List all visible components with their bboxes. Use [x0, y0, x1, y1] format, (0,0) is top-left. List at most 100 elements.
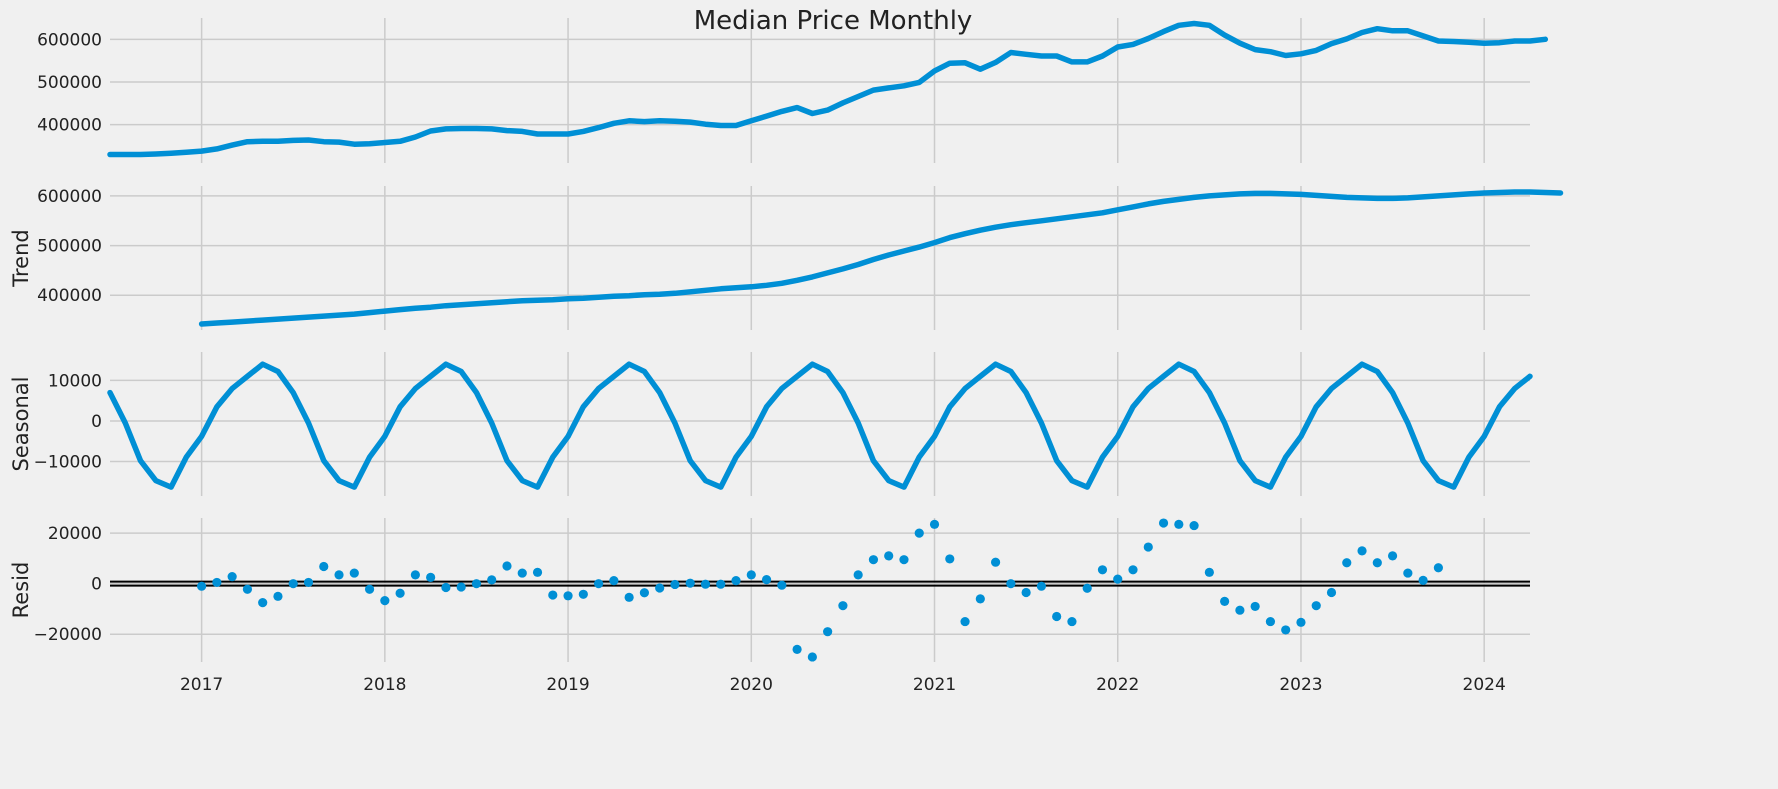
- resid-point: [594, 579, 604, 589]
- resid-point: [1052, 611, 1062, 622]
- series-line: [107, 20, 1549, 158]
- y-tick-label: 400000: [37, 286, 102, 306]
- resid-point: [1097, 565, 1108, 575]
- resid-point: [914, 528, 924, 538]
- resid-point: [303, 577, 314, 588]
- resid-point: [487, 575, 497, 585]
- y-tick-label: 600000: [37, 187, 102, 207]
- resid-point: [990, 557, 1001, 567]
- resid-point: [410, 570, 420, 580]
- resid-point: [364, 584, 375, 594]
- resid-point: [868, 555, 879, 565]
- resid-point: [1189, 520, 1199, 531]
- resid-point: [441, 582, 451, 593]
- resid-point: [1113, 574, 1123, 584]
- resid-point: [655, 583, 665, 593]
- resid-point: [273, 591, 283, 601]
- y-tick-label: 500000: [37, 237, 102, 257]
- resid-point: [1372, 558, 1382, 568]
- y-tick-label: −20000: [34, 625, 102, 645]
- y-axis-label: Seasonal: [9, 377, 33, 472]
- resid-point: [1342, 558, 1352, 568]
- y-tick-label: 20000: [48, 524, 102, 544]
- resid-point: [517, 568, 527, 578]
- resid-point: [471, 579, 482, 589]
- resid-point: [945, 554, 955, 564]
- resid-point: [746, 570, 756, 580]
- resid-point: [319, 561, 329, 572]
- resid-point: [807, 652, 817, 662]
- resid-point: [1387, 551, 1398, 561]
- resid-point: [853, 570, 863, 580]
- resid-point: [227, 572, 237, 582]
- resid-point: [258, 598, 268, 608]
- resid-point: [899, 555, 909, 565]
- resid-point: [609, 576, 619, 586]
- resid-point: [975, 594, 985, 604]
- resid-point: [1128, 565, 1138, 575]
- y-tick-label: 10000: [48, 371, 102, 391]
- x-tick-label: 2020: [730, 675, 773, 695]
- resid-point: [456, 582, 466, 592]
- resid-point: [792, 644, 802, 654]
- resid-point: [380, 596, 390, 606]
- resid-point: [1174, 519, 1184, 529]
- resid-point: [1143, 542, 1153, 552]
- resid-point: [395, 588, 405, 598]
- x-tick-label: 2021: [913, 675, 956, 695]
- resid-point: [960, 616, 970, 627]
- y-tick-label: −10000: [34, 453, 102, 473]
- x-tick-label: 2019: [546, 675, 589, 695]
- resid-point: [1036, 581, 1046, 591]
- resid-point: [1204, 567, 1214, 577]
- resid-point: [502, 561, 512, 571]
- resid-point: [884, 551, 894, 561]
- resid-point: [1418, 575, 1428, 586]
- resid-point: [639, 588, 650, 598]
- resid-point: [1021, 587, 1031, 598]
- chart-title: Median Price Monthly: [694, 6, 973, 36]
- resid-point: [288, 579, 298, 589]
- resid-point: [197, 581, 207, 591]
- resid-point: [1326, 587, 1337, 598]
- resid-point: [838, 601, 848, 611]
- resid-point: [548, 590, 558, 600]
- resid-point: [1433, 563, 1443, 573]
- resid-point: [1235, 605, 1245, 615]
- series-line: [198, 189, 1564, 327]
- y-axis-label: Resid: [9, 562, 33, 619]
- resid-point: [929, 519, 940, 529]
- resid-point: [777, 580, 787, 590]
- resid-point: [1357, 546, 1367, 556]
- x-tick-label: 2018: [363, 675, 406, 695]
- resid-point: [1250, 601, 1260, 612]
- y-tick-label: 0: [91, 575, 102, 595]
- resid-point: [1281, 625, 1291, 635]
- resid-point: [1082, 583, 1092, 593]
- resid-point: [334, 570, 344, 580]
- series-line: [107, 361, 1533, 490]
- x-tick-label: 2022: [1096, 675, 1139, 695]
- resid-point: [1158, 518, 1169, 528]
- resid-point: [1311, 601, 1321, 611]
- resid-point: [349, 568, 359, 578]
- resid-point: [1067, 616, 1077, 627]
- x-tick-label: 2024: [1463, 675, 1506, 695]
- resid-point: [1006, 579, 1016, 589]
- resid-point: [1403, 568, 1413, 578]
- resid-point: [700, 579, 711, 589]
- resid-point: [823, 627, 833, 637]
- y-tick-label: 0: [91, 412, 102, 432]
- resid-point: [426, 572, 436, 582]
- resid-point: [624, 592, 634, 602]
- resid-point: [242, 584, 253, 594]
- resid-point: [1220, 596, 1230, 606]
- resid-point: [212, 577, 222, 588]
- resid-point: [685, 578, 695, 588]
- y-tick-label: 600000: [37, 30, 102, 50]
- y-axis-label: Trend: [9, 229, 33, 287]
- resid-point: [731, 576, 741, 586]
- resid-point: [716, 579, 726, 589]
- resid-point: [563, 591, 573, 601]
